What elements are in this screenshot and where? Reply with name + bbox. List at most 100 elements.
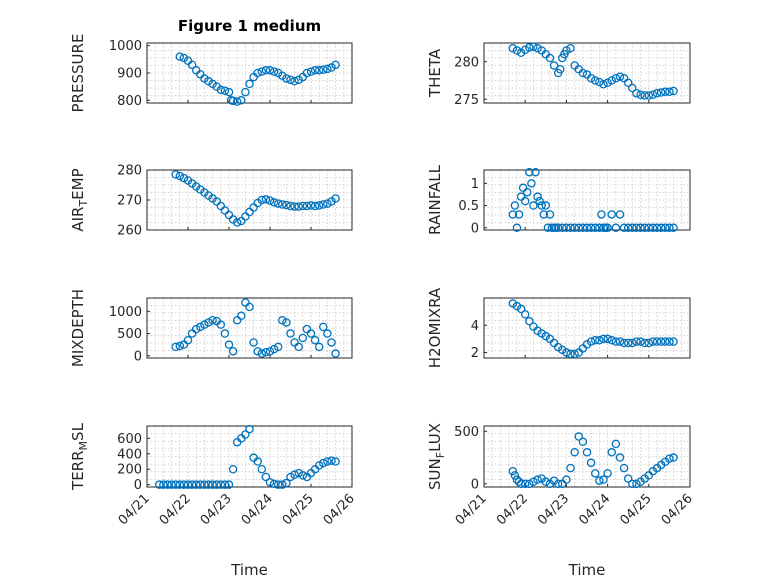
data-point xyxy=(619,463,629,473)
data-point xyxy=(224,340,234,349)
data-point xyxy=(249,338,258,347)
data-point xyxy=(290,470,299,479)
data-point xyxy=(582,223,592,233)
data-point xyxy=(306,67,316,76)
data-point xyxy=(516,304,526,314)
data-point xyxy=(603,78,612,88)
data-point xyxy=(529,477,538,486)
data-point xyxy=(245,424,254,434)
subplot-pressure: 800 900 1000 PRESSURE Figure 1 medium xyxy=(69,17,353,113)
data-point xyxy=(290,202,299,211)
data-point xyxy=(656,337,666,346)
data-point xyxy=(253,68,262,78)
data-point xyxy=(590,336,600,345)
data-point xyxy=(595,336,604,345)
data-point xyxy=(278,200,287,209)
data-point xyxy=(603,223,612,233)
data-point xyxy=(607,210,616,219)
data-point xyxy=(566,44,575,53)
data-point xyxy=(286,329,295,338)
data-point xyxy=(175,52,185,61)
figure-title: Figure 1 medium xyxy=(178,17,321,35)
data-point xyxy=(204,318,213,327)
data-point xyxy=(257,195,267,205)
x-axis-label: Time xyxy=(568,561,606,579)
data-point xyxy=(514,210,524,219)
data-point xyxy=(241,87,250,97)
data-point xyxy=(541,201,551,210)
y-tick-label: 280 xyxy=(454,55,479,70)
data-point xyxy=(656,88,666,97)
subplot-air_temp: 260 270 280 AIRTEMP xyxy=(69,164,353,239)
axes-frame xyxy=(146,297,353,359)
data-point xyxy=(555,65,565,74)
data-point xyxy=(220,86,230,95)
data-point xyxy=(665,223,674,233)
data-point xyxy=(319,322,328,332)
data-point xyxy=(237,311,246,321)
data-point xyxy=(179,480,189,489)
data-point xyxy=(282,478,291,488)
data-point xyxy=(619,223,629,233)
data-point xyxy=(590,223,600,233)
data-point xyxy=(648,90,658,100)
data-point xyxy=(257,464,267,474)
data-point xyxy=(265,196,275,205)
data-point xyxy=(611,223,621,233)
data-point xyxy=(644,91,654,100)
data-point xyxy=(171,170,180,179)
data-point xyxy=(163,480,172,489)
data-point xyxy=(553,223,563,233)
data-point xyxy=(566,223,575,233)
y-tick-label: 1000 xyxy=(109,39,142,54)
data-point xyxy=(208,315,217,325)
data-point xyxy=(578,223,588,233)
data-point xyxy=(640,338,649,348)
data-point xyxy=(533,475,542,484)
data-point xyxy=(278,480,287,489)
data-point xyxy=(661,337,670,346)
data-point xyxy=(623,223,633,233)
x-tick-label: 04/23 xyxy=(535,491,572,528)
data-point xyxy=(171,480,180,489)
data-point xyxy=(302,68,312,78)
data-point xyxy=(537,201,546,210)
data-point xyxy=(525,43,534,52)
data-point xyxy=(545,210,555,219)
data-point xyxy=(531,167,540,177)
y-tick-label: 800 xyxy=(117,94,142,109)
data-point xyxy=(314,66,324,75)
data-point xyxy=(331,194,340,203)
data-point xyxy=(232,97,242,106)
data-point xyxy=(286,472,295,482)
data-point xyxy=(543,223,553,233)
x-axis-label: Time xyxy=(230,561,268,579)
data-point xyxy=(529,42,538,52)
data-point xyxy=(314,342,324,352)
y-tick-label: 500 xyxy=(117,327,142,342)
data-point xyxy=(628,83,637,93)
x-tick-label: 04/24 xyxy=(239,491,276,528)
data-point xyxy=(599,80,608,89)
data-point xyxy=(652,337,662,346)
data-point xyxy=(541,477,551,486)
data-point xyxy=(574,432,584,441)
data-point xyxy=(615,453,625,462)
data-point xyxy=(191,480,201,489)
data-point xyxy=(331,60,340,70)
data-point xyxy=(224,480,234,489)
data-point xyxy=(527,179,536,188)
data-point xyxy=(245,302,254,312)
data-point xyxy=(191,324,201,334)
data-point xyxy=(298,201,308,211)
data-point xyxy=(314,461,324,470)
data-point xyxy=(539,210,548,219)
y-axis-label: PRESSURE xyxy=(69,34,87,113)
data-point xyxy=(245,79,254,89)
data-point xyxy=(562,475,571,484)
x-tick-label: 04/22 xyxy=(157,491,194,528)
data-point xyxy=(269,67,279,76)
data-point xyxy=(282,318,291,327)
data-point xyxy=(636,223,645,233)
